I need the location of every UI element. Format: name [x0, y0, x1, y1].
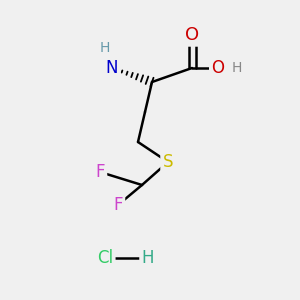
- Text: F: F: [113, 196, 123, 214]
- Text: O: O: [212, 59, 224, 77]
- Text: Cl: Cl: [97, 249, 113, 267]
- Text: F: F: [95, 163, 105, 181]
- Text: H: H: [232, 61, 242, 75]
- Text: H: H: [142, 249, 154, 267]
- Text: O: O: [185, 26, 199, 44]
- Text: H: H: [100, 41, 110, 55]
- Text: N: N: [106, 59, 118, 77]
- Text: S: S: [163, 153, 173, 171]
